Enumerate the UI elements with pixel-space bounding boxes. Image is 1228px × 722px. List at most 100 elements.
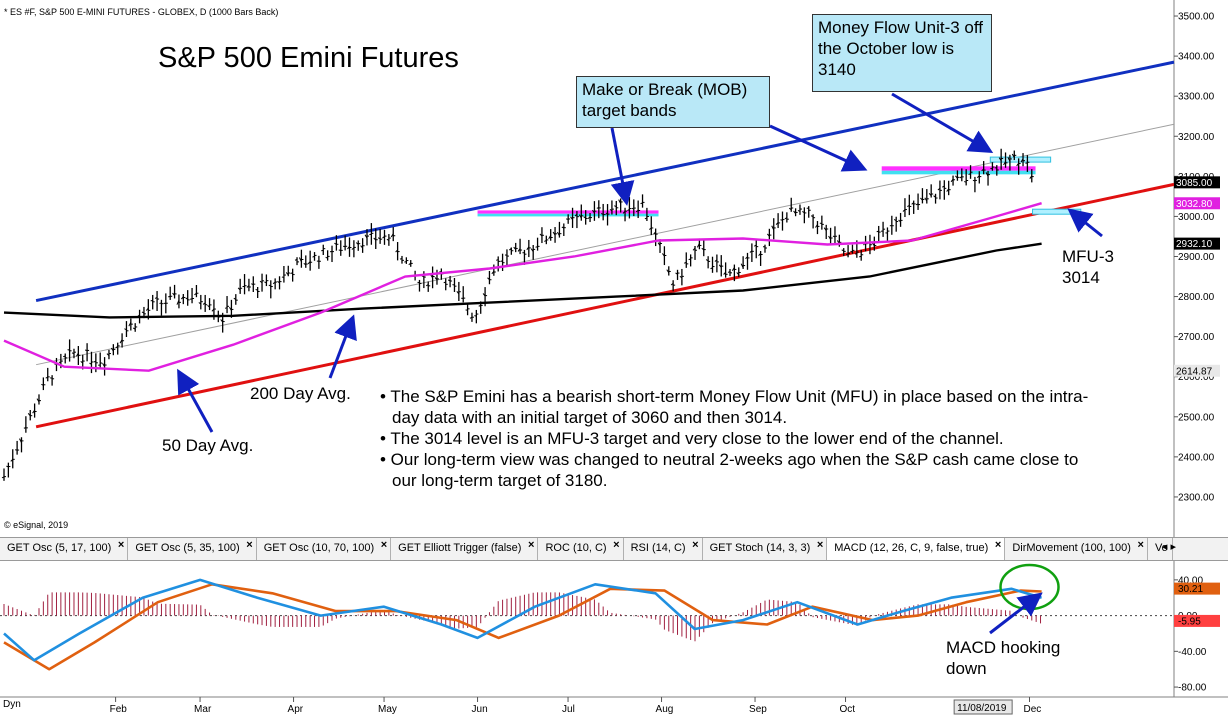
x-tick-label: Sep — [749, 704, 767, 715]
tab-scroll-buttons: ◂ ▸ — [1162, 540, 1176, 553]
close-icon[interactable]: × — [246, 539, 252, 551]
price-open-tick — [501, 261, 503, 262]
macd-last-value-label: 30.21 — [1178, 584, 1203, 595]
price-open-tick — [689, 259, 691, 260]
x-tick-label: Jul — [562, 704, 575, 715]
y-tick-label: 2400.00 — [1178, 452, 1215, 463]
close-icon[interactable]: × — [381, 539, 387, 551]
price-open-tick — [859, 256, 861, 257]
y-tick-label: 3000.00 — [1178, 212, 1215, 223]
x-tick-label: Oct — [840, 704, 856, 715]
bullet-3: • Our long-term view was changed to neut… — [380, 449, 1100, 491]
macd-y-tick-label: -40.00 — [1178, 647, 1207, 658]
mob-band — [478, 210, 659, 213]
close-icon[interactable]: × — [1138, 539, 1144, 551]
y-tick-label: 2700.00 — [1178, 332, 1215, 343]
tab-label: ROC (10, C) — [545, 542, 606, 554]
y-tick-label: 3500.00 — [1178, 12, 1215, 23]
bullet-2: • The 3014 level is an MFU-3 target and … — [380, 428, 1100, 449]
y-tick-label: 2900.00 — [1178, 252, 1215, 263]
y-tick-label: 2800.00 — [1178, 292, 1215, 303]
mob-band — [882, 166, 1036, 170]
tab-get-osc-5-35[interactable]: GET Osc (5, 35, 100) × — [128, 538, 256, 560]
tab-label: MACD (12, 26, C, 9, false, true) — [834, 542, 988, 554]
mob-band-cyan — [882, 171, 1036, 175]
tab-macd[interactable]: MACD (12, 26, C, 9, false, true) × — [827, 538, 1005, 560]
mob-callout: Make or Break (MOB) target bands — [576, 76, 770, 128]
y-tick-label: 3200.00 — [1178, 132, 1215, 143]
x-tick-label: Apr — [288, 704, 304, 715]
tab-dirmovement[interactable]: DirMovement (100, 100)× — [1005, 538, 1148, 560]
price-open-tick — [496, 260, 498, 261]
close-icon[interactable]: × — [613, 539, 619, 551]
tab-roc[interactable]: ROC (10, C) × — [538, 538, 623, 560]
price-open-tick — [877, 231, 879, 232]
tab-label: GET Osc (10, 70, 100) — [264, 542, 374, 554]
price-open-tick — [295, 260, 297, 261]
tab-label: GET Elliott Trigger (false) — [398, 542, 521, 554]
tab-elliott-trigger[interactable]: GET Elliott Trigger (false) × — [391, 538, 538, 560]
last-value-label: 3032.80 — [1176, 199, 1213, 210]
price-open-tick — [24, 428, 26, 429]
price-open-tick — [820, 223, 822, 224]
last-value-label: 2932.10 — [1176, 239, 1213, 250]
date-readout: 11/08/2019 — [957, 703, 1007, 714]
close-icon[interactable]: × — [528, 539, 534, 551]
tab-get-stoch[interactable]: GET Stoch (14, 3, 3) × — [703, 538, 828, 560]
chart-title: S&P 500 Emini Futures — [158, 42, 459, 74]
price-open-tick — [973, 180, 975, 181]
close-icon[interactable]: × — [995, 539, 1001, 551]
price-open-tick — [404, 262, 406, 263]
x-tick-label: Jun — [472, 704, 488, 715]
close-icon[interactable]: × — [692, 539, 698, 551]
mfu-callout: Money Flow Unit-3 off the October low is… — [812, 14, 992, 92]
price-open-tick — [72, 353, 74, 354]
indicator-tabs: GET Osc (5, 17, 100) × GET Osc (5, 35, 10… — [0, 537, 1228, 561]
x-tick-label: Mar — [194, 704, 212, 715]
symbol-header: * ES #F, S&P 500 E-MINI FUTURES - GLOBEX… — [4, 7, 278, 17]
price-open-tick — [597, 208, 599, 209]
price-open-tick — [811, 216, 813, 217]
tab-label: GET Osc (5, 35, 100) — [135, 542, 239, 554]
bullet-1: • The S&P Emini has a bearish short-term… — [380, 386, 1100, 428]
macd-note: MACD hooking down — [946, 637, 1086, 679]
tab-label: RSI (14, C) — [631, 542, 686, 554]
last-value-label: 3085.00 — [1176, 178, 1213, 189]
tab-get-osc-10-70[interactable]: GET Osc (10, 70, 100) × — [257, 538, 391, 560]
ma200-label: 200 Day Avg. — [250, 383, 351, 404]
price-open-tick — [474, 316, 476, 317]
tab-get-osc-5-17[interactable]: GET Osc (5, 17, 100) × — [0, 538, 128, 560]
y-tick-label: 3400.00 — [1178, 52, 1215, 63]
y-tick-label: 2300.00 — [1178, 492, 1215, 503]
dyn-toggle[interactable]: Dyn — [3, 699, 21, 710]
scroll-right-icon[interactable]: ▸ — [1170, 541, 1176, 553]
macd-last-value-label: -5.95 — [1178, 616, 1201, 627]
price-open-tick — [444, 282, 446, 283]
last-value-label: 2614.87 — [1176, 366, 1213, 377]
x-tick-label: May — [378, 704, 397, 715]
mfu3-label: MFU-3 3014 — [1062, 246, 1126, 288]
price-open-tick — [85, 350, 87, 351]
tab-label: GET Osc (5, 17, 100) — [7, 542, 111, 554]
x-tick-label: Dec — [1024, 704, 1042, 715]
copyright-text: © eSignal, 2019 — [4, 520, 68, 530]
price-open-tick — [68, 350, 70, 351]
close-icon[interactable]: × — [118, 539, 124, 551]
price-open-tick — [400, 259, 402, 260]
commentary-bullets: • The S&P Emini has a bearish short-term… — [380, 386, 1100, 491]
price-open-tick — [641, 203, 643, 204]
price-open-tick — [536, 247, 538, 248]
ma50-label: 50 Day Avg. — [162, 435, 253, 456]
close-icon[interactable]: × — [817, 539, 823, 551]
y-tick-label: 2500.00 — [1178, 412, 1215, 423]
x-tick-label: Aug — [656, 704, 674, 715]
x-tick-label: Feb — [110, 704, 128, 715]
y-tick-label: 3300.00 — [1178, 92, 1215, 103]
price-open-tick — [964, 182, 966, 183]
macd-y-tick-label: -80.00 — [1178, 683, 1207, 694]
price-open-tick — [448, 280, 450, 281]
price-open-tick — [225, 308, 227, 309]
tab-label: GET Stoch (14, 3, 3) — [710, 542, 811, 554]
scroll-left-icon[interactable]: ◂ — [1162, 541, 1168, 553]
tab-rsi[interactable]: RSI (14, C) × — [624, 538, 703, 560]
